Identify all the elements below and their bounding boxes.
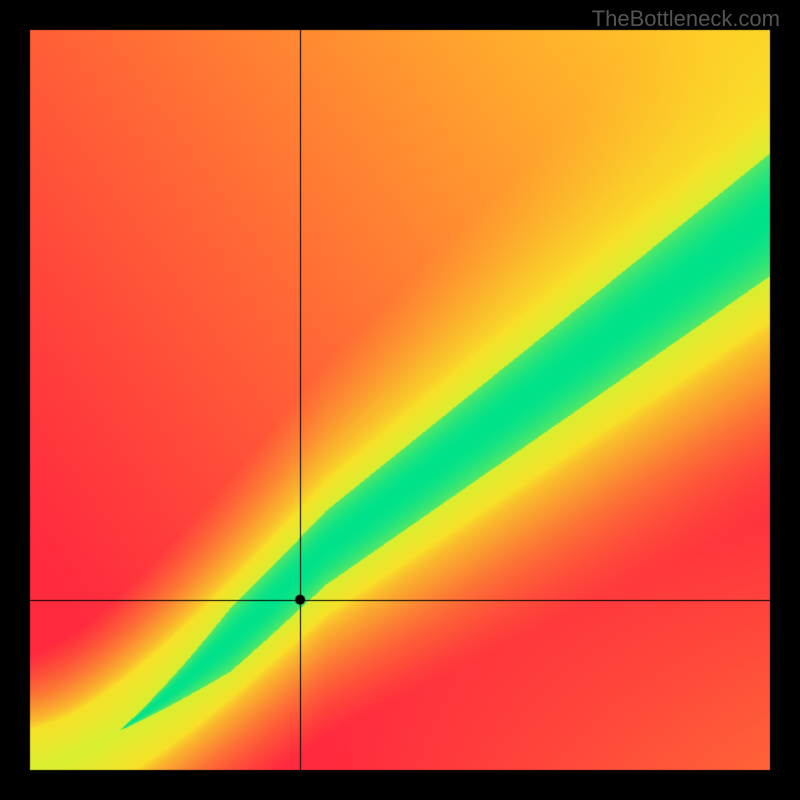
watermark-text: TheBottleneck.com: [592, 6, 780, 32]
chart-container: TheBottleneck.com: [0, 0, 800, 800]
heatmap-canvas: [0, 0, 800, 800]
